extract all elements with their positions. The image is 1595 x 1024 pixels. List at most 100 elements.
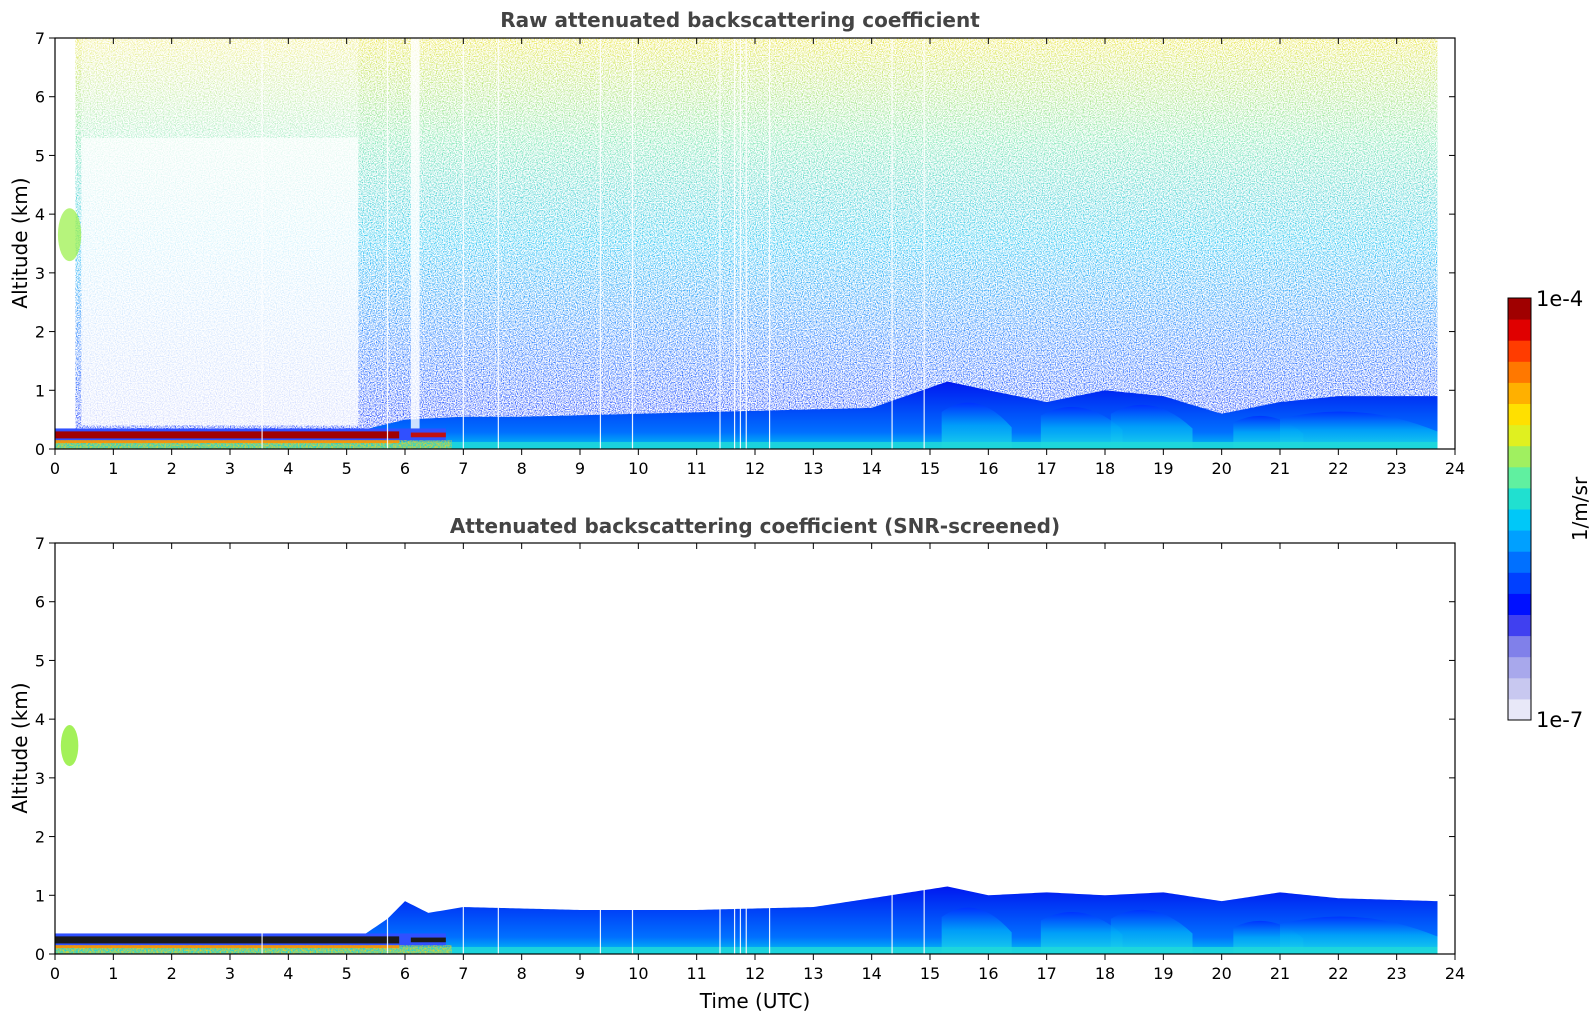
surface-speckle-rect bbox=[55, 440, 452, 449]
x-tick-label: 7 bbox=[458, 964, 468, 983]
turbulent-plume bbox=[1280, 916, 1438, 954]
surface-speckle-rect bbox=[55, 945, 452, 954]
x-tick-label: 6 bbox=[400, 459, 410, 478]
screened-heatmap-layer bbox=[55, 543, 1438, 954]
clear-veil bbox=[81, 137, 359, 426]
x-tick-label: 19 bbox=[1153, 459, 1173, 478]
turbulent-plume bbox=[941, 402, 1012, 449]
colorbar-cell bbox=[1508, 361, 1531, 383]
x-tick-label: 10 bbox=[628, 459, 648, 478]
y-tick-label: 2 bbox=[35, 828, 45, 847]
elevated-aerosol bbox=[57, 208, 82, 262]
colorbar-cell bbox=[1508, 319, 1531, 341]
colorbar-cell bbox=[1508, 340, 1531, 362]
x-tick-label: 22 bbox=[1328, 459, 1348, 478]
cloud-base-late bbox=[410, 432, 446, 438]
x-tick-label: 21 bbox=[1270, 964, 1290, 983]
x-tick-label: 4 bbox=[283, 964, 293, 983]
chart-title: Raw attenuated backscattering coefficien… bbox=[500, 8, 980, 32]
colorbar-cell bbox=[1508, 698, 1531, 721]
data-gap-band bbox=[410, 38, 420, 429]
x-tick-label: 1 bbox=[108, 459, 118, 478]
x-tick-label: 11 bbox=[686, 964, 706, 983]
x-tick-label: 16 bbox=[978, 459, 998, 478]
x-tick-label: 13 bbox=[803, 459, 823, 478]
y-axis-label: Altitude (km) bbox=[8, 682, 32, 813]
x-tick-label: 4 bbox=[283, 459, 293, 478]
y-tick-label: 5 bbox=[35, 146, 45, 165]
x-tick-label: 20 bbox=[1211, 459, 1231, 478]
y-tick-label: 7 bbox=[35, 534, 45, 553]
raw-backscatter-panel: Raw attenuated backscattering coefficien… bbox=[8, 8, 1465, 478]
y-axis: 0 1 2 3 4 5 6 7 bbox=[35, 29, 1455, 459]
x-tick-label: 15 bbox=[920, 459, 940, 478]
colorbar-cell bbox=[1508, 656, 1531, 679]
x-tick-label: 0 bbox=[50, 964, 60, 983]
x-tick-label: 23 bbox=[1386, 459, 1406, 478]
snr-screened-panel: Attenuated backscattering coefficient (S… bbox=[8, 514, 1465, 1013]
chart-title: Attenuated backscattering coefficient (S… bbox=[450, 514, 1060, 538]
raw-heatmap-layer bbox=[55, 38, 1438, 449]
cloud-base-late bbox=[410, 937, 446, 943]
colorbar-cell bbox=[1508, 572, 1531, 594]
x-tick-label: 2 bbox=[167, 964, 177, 983]
colorbar-cell bbox=[1508, 509, 1531, 531]
colorbar-cell bbox=[1508, 635, 1531, 658]
x-tick-label: 24 bbox=[1445, 459, 1465, 478]
y-tick-label: 7 bbox=[35, 29, 45, 48]
y-tick-label: 0 bbox=[35, 945, 45, 964]
x-tick-label: 7 bbox=[458, 459, 468, 478]
x-tick-label: 8 bbox=[517, 964, 527, 983]
colorbar-max-label: 1e-4 bbox=[1536, 287, 1583, 311]
colorbar-cell bbox=[1508, 403, 1531, 426]
colorbar-frame bbox=[1507, 297, 1532, 721]
x-tick-label: 17 bbox=[1036, 459, 1056, 478]
cloud-lower-edge bbox=[55, 945, 400, 949]
x-tick-label: 11 bbox=[686, 459, 706, 478]
x-tick-label: 15 bbox=[920, 964, 940, 983]
colorbar-unit-label: 1/m/sr bbox=[1568, 476, 1592, 541]
x-tick-label: 1 bbox=[108, 964, 118, 983]
colorbar-cell bbox=[1508, 551, 1531, 573]
y-axis: 0 1 2 3 4 5 6 7 bbox=[35, 534, 1455, 964]
x-tick-label: 18 bbox=[1095, 459, 1115, 478]
x-tick-label: 0 bbox=[50, 459, 60, 478]
colorbar-scale bbox=[1508, 298, 1531, 721]
x-axis: 0 1 2 3 4 5 6 7 8 9 10 11 12 13 14 15 16 17 18 19 20 21 22 23 24 bbox=[50, 38, 1465, 478]
colorbar-cell bbox=[1508, 677, 1531, 700]
elevated-aerosol bbox=[60, 725, 79, 767]
x-tick-label: 9 bbox=[575, 459, 585, 478]
x-tick-label: 6 bbox=[400, 964, 410, 983]
x-axis: 0 1 2 3 4 5 6 7 8 9 10 11 12 13 14 15 16 17 18 19 20 21 22 23 24 bbox=[50, 543, 1465, 983]
colorbar-cell bbox=[1508, 298, 1531, 320]
x-tick-label: 3 bbox=[225, 964, 235, 983]
x-tick-label: 22 bbox=[1328, 964, 1348, 983]
x-tick-label: 19 bbox=[1153, 964, 1173, 983]
y-tick-label: 0 bbox=[35, 440, 45, 459]
x-tick-label: 2 bbox=[167, 459, 177, 478]
y-tick-label: 3 bbox=[35, 769, 45, 788]
y-tick-label: 5 bbox=[35, 651, 45, 670]
x-tick-label: 8 bbox=[517, 459, 527, 478]
surface-speckle bbox=[55, 945, 452, 954]
surface-speckle bbox=[55, 440, 452, 449]
colorbar-cell bbox=[1508, 424, 1531, 447]
y-tick-label: 4 bbox=[35, 710, 45, 729]
y-tick-label: 4 bbox=[35, 205, 45, 224]
turbulent-plume bbox=[1040, 407, 1123, 449]
y-tick-label: 2 bbox=[35, 323, 45, 342]
clear-veil-top bbox=[81, 38, 359, 138]
turbulent-plume bbox=[1110, 404, 1193, 449]
x-tick-label: 12 bbox=[745, 459, 765, 478]
x-tick-label: 16 bbox=[978, 964, 998, 983]
x-tick-label: 18 bbox=[1095, 964, 1115, 983]
colorbar-cell bbox=[1508, 445, 1531, 468]
cloud-lower-edge bbox=[55, 440, 400, 444]
y-axis-label: Altitude (km) bbox=[8, 177, 32, 308]
colorbar-cell bbox=[1508, 466, 1531, 489]
x-tick-label: 23 bbox=[1386, 964, 1406, 983]
y-tick-label: 1 bbox=[35, 886, 45, 905]
turbulent-plume bbox=[1110, 909, 1193, 954]
colorbar: 1e-4 1e-7 1/m/sr bbox=[1507, 287, 1592, 732]
turbulent-plume bbox=[1040, 912, 1123, 954]
